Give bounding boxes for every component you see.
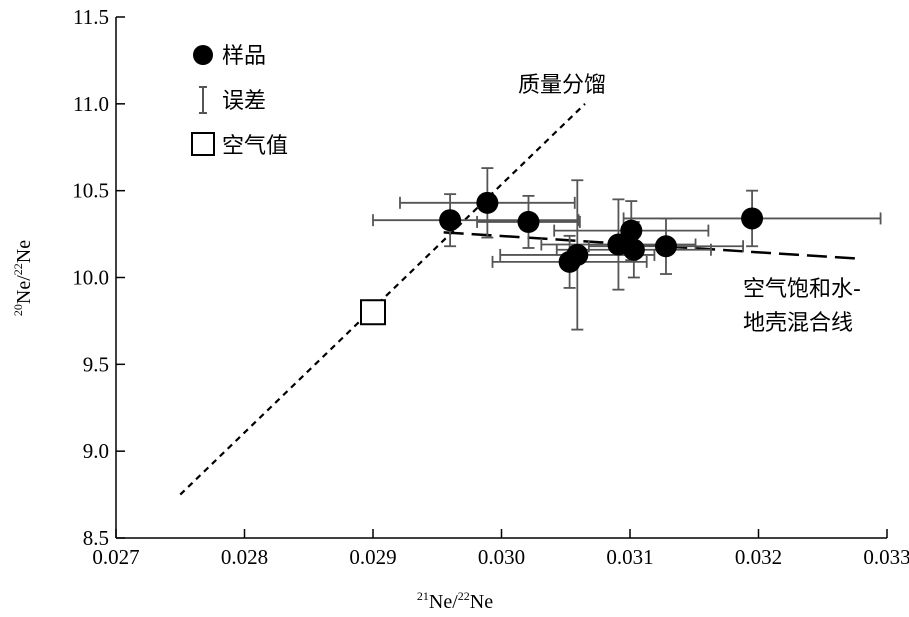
x-axis-title-tail: Ne	[470, 591, 493, 613]
y-tick-label: 9.5	[83, 352, 109, 376]
mixing-line-label-2: 地壳混合线	[743, 311, 853, 336]
x-tick-label: 0.028	[221, 545, 268, 569]
sample-point	[741, 207, 764, 230]
x-tick-label: 0.032	[735, 545, 782, 569]
y-tick-label: 11.0	[73, 92, 109, 116]
mass-fractionation-label: 质量分馏	[518, 73, 606, 98]
x-axis-title-sup1: 21	[417, 589, 429, 603]
legend: 样品 误差 空气值	[191, 44, 288, 159]
sample-point	[439, 209, 462, 232]
x-axis-title-sup2: 22	[458, 589, 470, 603]
y-axis-title-sup2: 22	[11, 263, 25, 275]
y-tick-label: 11.5	[73, 5, 109, 29]
legend-air-marker	[191, 132, 215, 156]
x-axis-title: 21Ne/22Ne	[417, 589, 493, 613]
legend-sample-marker	[193, 45, 213, 65]
sample-points	[439, 191, 764, 273]
legend-sample-label: 样品	[222, 44, 266, 69]
sample-point	[620, 219, 643, 242]
mixing-line-label-1: 空气饱和水-	[743, 277, 861, 302]
y-axis-title-tail: Ne	[13, 240, 35, 263]
legend-error-label: 误差	[222, 89, 266, 114]
y-tick-label: 10.5	[72, 179, 109, 203]
mass-fractionation-line	[179, 103, 586, 496]
y-axis-title-sup1: 20	[11, 304, 25, 316]
y-tick-label: 10.0	[72, 266, 109, 290]
legend-error-marker	[199, 86, 207, 114]
air-value-marker	[360, 299, 386, 326]
x-axis-title-main: Ne/	[429, 591, 458, 613]
axes: 8.5 9.0 9.5 10.0 10.5 11.0 11.5 0.027 0.028 0.029…	[72, 5, 909, 569]
x-tick-label: 0.027	[92, 545, 139, 569]
x-tick-label: 0.033	[863, 545, 909, 569]
legend-air-label: 空气值	[222, 134, 288, 159]
sample-point	[654, 235, 677, 258]
y-tick-label: 9.0	[83, 439, 109, 463]
sample-point	[566, 243, 589, 266]
x-tick-label: 0.031	[606, 545, 653, 569]
y-tick-label: 8.5	[83, 526, 109, 550]
sample-point	[476, 191, 499, 214]
x-tick-label: 0.029	[349, 545, 396, 569]
y-axis-title-main: Ne/	[13, 275, 35, 304]
sample-point	[622, 238, 645, 261]
sample-point	[517, 210, 540, 233]
x-tick-label: 0.030	[478, 545, 525, 569]
y-axis-title: 20Ne/22Ne	[11, 240, 35, 316]
